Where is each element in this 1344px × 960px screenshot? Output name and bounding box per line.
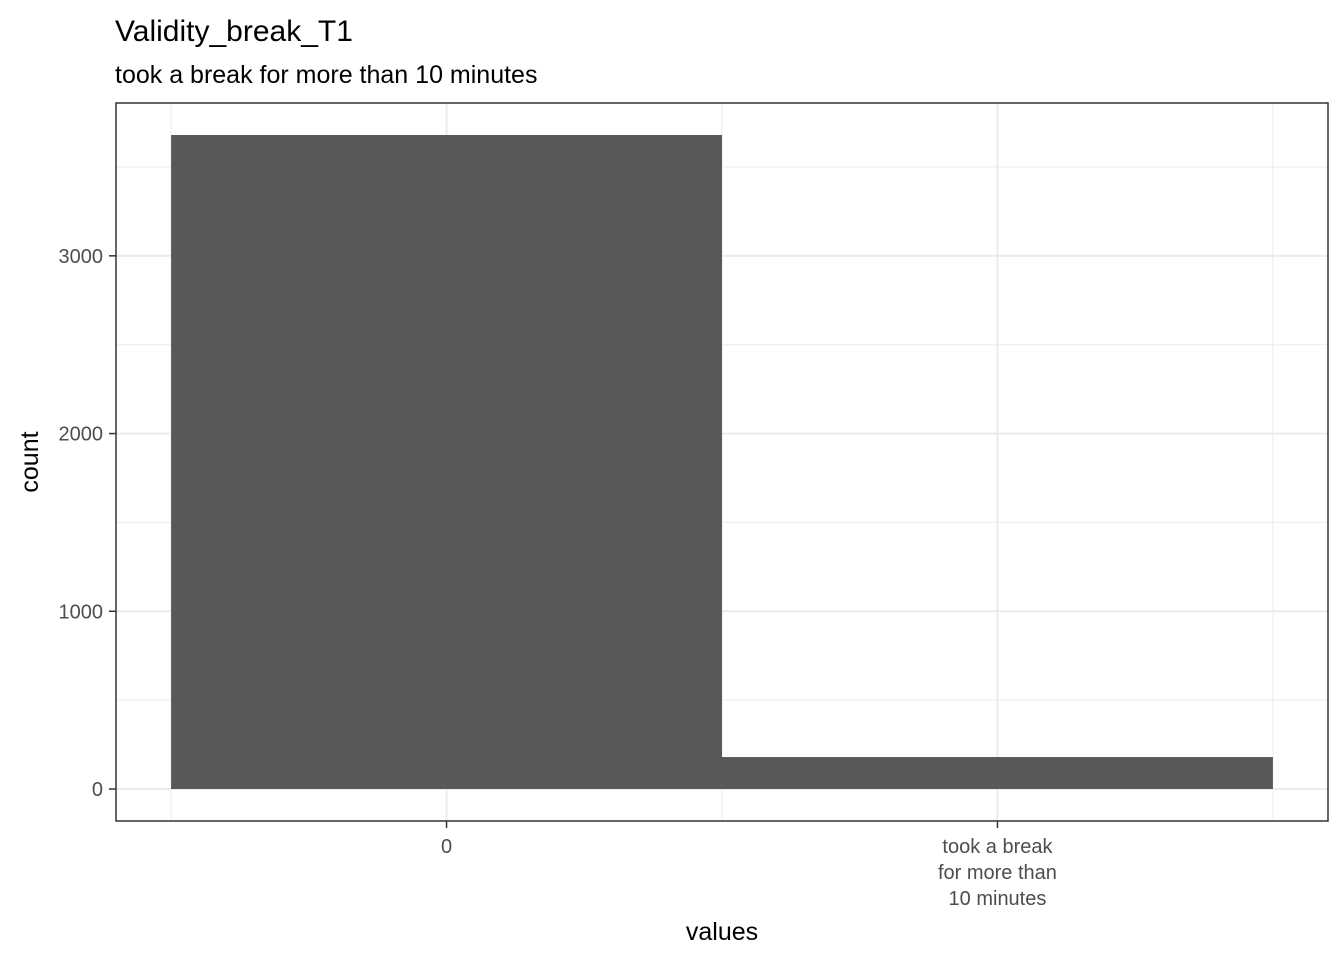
y-tick-label: 0 <box>92 779 103 801</box>
x-axis-title: values <box>686 918 758 946</box>
y-tick-label: 3000 <box>59 246 104 268</box>
y-axis-title: count <box>16 431 44 492</box>
y-axis: 0 1000 2000 3000 <box>59 246 116 801</box>
bars <box>171 134 1273 790</box>
chart-subtitle: took a break for more than 10 minutes <box>115 61 537 89</box>
y-tick-label: 1000 <box>59 601 104 623</box>
chart-title: Validity_break_T1 <box>115 15 353 48</box>
x-tick-label: took a break for more than 10 minutes <box>938 836 1057 910</box>
bar <box>171 134 722 790</box>
x-axis: 0 took a break for more than 10 minutes <box>441 821 1057 910</box>
plot-panel-border <box>115 102 1329 822</box>
x-tick-label: 0 <box>441 836 452 858</box>
bar <box>722 757 1273 790</box>
y-tick-label: 2000 <box>59 424 104 446</box>
